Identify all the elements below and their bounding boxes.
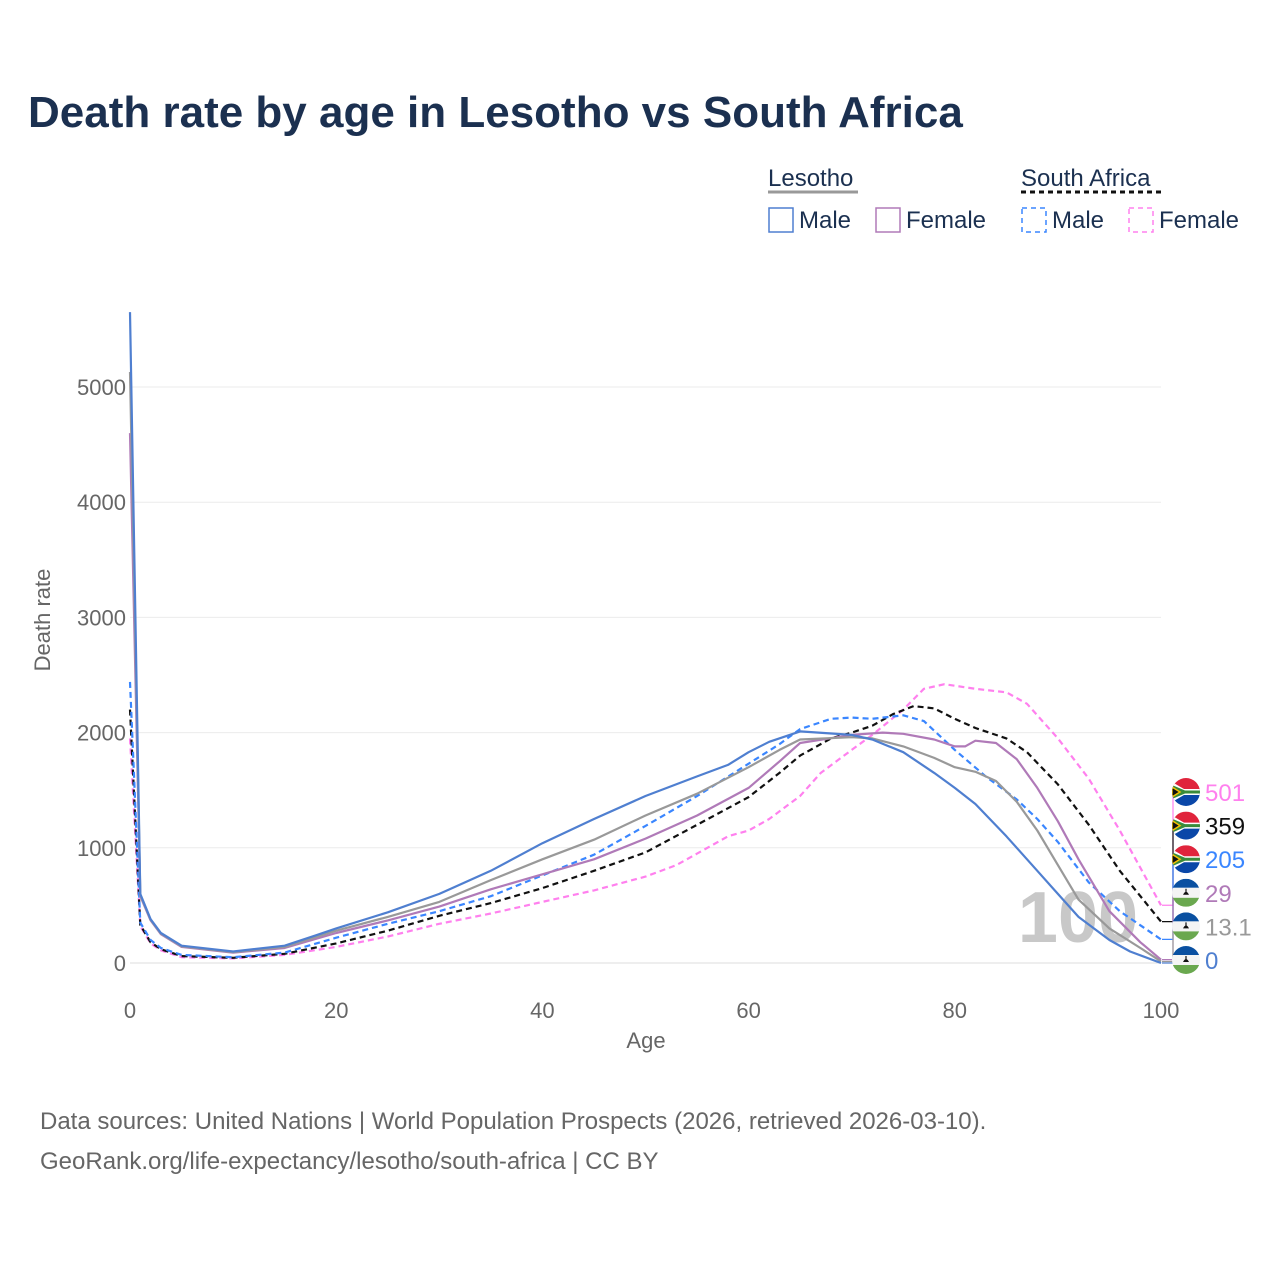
y-tick-label: 5000 — [77, 375, 126, 400]
legend-label-sa-female[interactable]: Female — [1159, 207, 1239, 234]
end-label-value: 501 — [1205, 780, 1245, 807]
legend: Lesotho Male Female South Africa Male Fe… — [768, 165, 1239, 234]
x-tick-label: 60 — [736, 998, 760, 1023]
y-tick-label: 0 — [114, 951, 126, 976]
legend-group-lesotho: Lesotho — [768, 165, 853, 192]
series-line-south-africa-total — [128, 705, 1162, 959]
source-link[interactable]: GeoRank.org/life-expectancy/lesotho/sout… — [40, 1148, 659, 1175]
south-africa-flag-icon — [1172, 811, 1200, 840]
x-tick-label: 40 — [530, 998, 554, 1023]
series-line-lesotho-male — [128, 312, 1162, 965]
y-axis-label: Death rate — [30, 569, 55, 672]
axes: 0 1000 2000 3000 4000 5000 0 20 40 60 80 100 — [77, 375, 1179, 1023]
y-tick-label: 3000 — [77, 605, 126, 630]
y-tick-label: 4000 — [77, 490, 126, 515]
end-label-value: 359 — [1205, 814, 1245, 841]
end-label-value: 13.1 — [1205, 914, 1252, 941]
lesotho-flag-icon — [1172, 878, 1200, 907]
end-label-value: 205 — [1205, 847, 1245, 874]
x-tick-label: 80 — [943, 998, 967, 1023]
series-line-lesotho-female — [128, 433, 1162, 961]
x-axis-label: Age — [626, 1028, 665, 1053]
legend-label-lesotho-female[interactable]: Female — [906, 207, 986, 234]
series-lines — [128, 312, 1162, 965]
legend-swatch-sa-male[interactable] — [1021, 207, 1047, 233]
legend-group-south-africa: South Africa — [1021, 165, 1151, 192]
legend-swatch-lesotho-male[interactable] — [768, 207, 794, 233]
south-africa-flag-icon — [1172, 778, 1200, 806]
end-labels: 501 359 205 29 13.1 0 — [1162, 778, 1252, 975]
grid — [130, 386, 1161, 964]
legend-label-lesotho-male[interactable]: Male — [799, 207, 851, 234]
end-label-value: 0 — [1205, 948, 1218, 975]
legend-swatch-lesotho-female[interactable] — [875, 207, 901, 233]
chart-title: Death rate by age in Lesotho vs South Af… — [28, 88, 963, 137]
lesotho-flag-icon — [1172, 912, 1200, 941]
legend-swatch-sa-female[interactable] — [1128, 207, 1154, 233]
legend-label-sa-male[interactable]: Male — [1052, 207, 1104, 234]
y-tick-label: 2000 — [77, 721, 126, 746]
south-africa-flag-icon — [1172, 845, 1200, 874]
x-tick-label: 100 — [1143, 998, 1180, 1023]
series-line-lesotho-total — [128, 371, 1162, 963]
end-label-value: 29 — [1205, 881, 1232, 908]
source-line: Data sources: United Nations | World Pop… — [40, 1108, 987, 1135]
series-line-south-africa-male — [128, 681, 1162, 959]
lesotho-flag-icon — [1172, 946, 1200, 974]
series-line-south-africa-female — [128, 683, 1162, 960]
x-tick-label: 0 — [124, 998, 136, 1023]
x-tick-label: 20 — [324, 998, 348, 1023]
y-tick-label: 1000 — [77, 836, 126, 861]
end-label-connector — [1162, 825, 1179, 923]
